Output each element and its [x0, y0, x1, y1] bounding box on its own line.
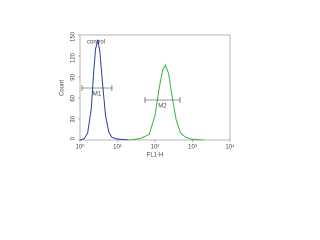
y-tick-label: 60: [71, 94, 77, 101]
histogram-line: [79, 39, 129, 141]
x-tick-label: 10⁴: [225, 144, 235, 151]
x-tick-label: 10⁰: [75, 144, 85, 151]
annotation: control: [87, 40, 105, 46]
gate-label: M1: [93, 92, 102, 98]
y-axis-label: Count: [60, 80, 66, 96]
y-tick-label: 90: [71, 73, 77, 80]
x-tick-label: 10²: [151, 145, 160, 151]
y-tick-label: 120: [71, 52, 77, 63]
y-tick-label: 0: [71, 136, 77, 140]
y-tick-label: 30: [71, 115, 77, 122]
x-tick-label: 10³: [188, 145, 197, 151]
gate-label: M2: [158, 104, 167, 110]
histogram-line: [128, 63, 204, 141]
chart: Count FL1-H control 0 30 60 90 120 150 10⁰ 10¹ 1…: [60, 31, 235, 159]
x-tick-label: 10¹: [113, 145, 122, 151]
y-tick-label: 150: [71, 31, 77, 42]
x-axis-label: FL1-H: [147, 153, 164, 159]
